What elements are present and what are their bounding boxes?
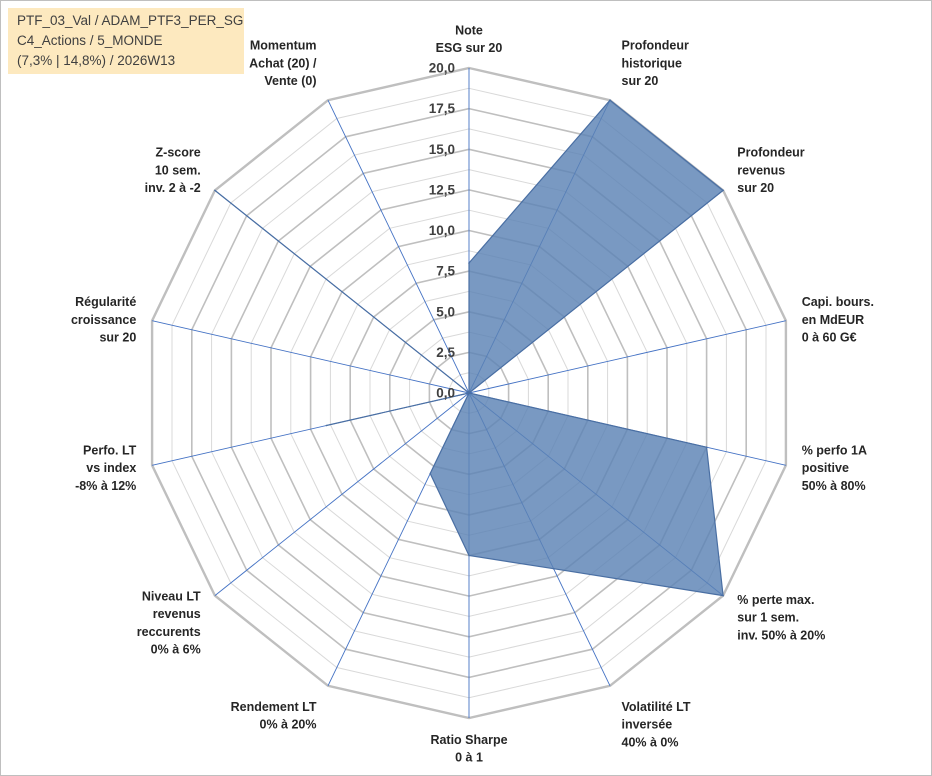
axis-label-line: 40% à 0%: [622, 736, 679, 750]
axis-label: Perfo. LT vs index -8% à 12%: [75, 443, 137, 493]
tick-label: 10,0: [429, 223, 455, 238]
axis-label: Z-score 10 sem. inv. 2 à -2: [145, 146, 201, 196]
axis-label-line: Profondeur: [737, 146, 804, 160]
axis-label: Profondeur historique sur 20: [622, 39, 689, 89]
radar-series: [214, 99, 725, 597]
axis-label-line: 50% à 80%: [802, 479, 866, 493]
data-point: [325, 424, 328, 427]
axis-label-line: Profondeur: [622, 39, 689, 53]
radar-tick-labels: 0,0 2,5 5,0 7,5 10,0 12,5 15,0 17,5 20,0: [429, 61, 456, 401]
axis-label-line: 0% à 20%: [260, 718, 317, 732]
axis-label-line: Note: [455, 23, 483, 37]
info-line-category: C4_Actions / 5_MONDE: [17, 33, 163, 48]
axis-label-line: reccurents: [137, 625, 201, 639]
axis-label: Niveau LT revenus reccurents 0% à 6%: [137, 589, 201, 656]
data-point: [214, 189, 216, 192]
axis-label-line: % perte max.: [737, 593, 814, 607]
axis-label: Régularité croissance sur 20: [71, 295, 136, 345]
axis-label-line: croissance: [71, 313, 136, 327]
data-point: [552, 567, 555, 570]
axis-label: Ratio Sharpe 0 à 1: [430, 733, 507, 765]
info-line-portfolio: PTF_03_Val / ADAM_PTF3_PER_SG: [17, 13, 244, 28]
axis-label-line: Achat (20) /: [249, 56, 317, 70]
tick-label: 2,5: [436, 345, 455, 360]
axis-label-line: Capi. bours.: [802, 295, 874, 309]
axis-label-line: en MdEUR: [802, 313, 865, 327]
axis-label: Note ESG sur 20: [436, 23, 503, 55]
axis-label: % perte max. sur 1 sem. inv. 50% à 20%: [737, 593, 825, 643]
axis-label-line: % perfo 1A: [802, 443, 867, 457]
axis-label-line: sur 20: [622, 74, 659, 88]
axis-label-line: sur 20: [99, 331, 136, 345]
data-point: [609, 99, 611, 101]
axis-label-line: -8% à 12%: [75, 479, 136, 493]
axis-spoke: [468, 320, 787, 394]
axis-label-line: revenus: [153, 607, 201, 621]
tick-label: 15,0: [429, 142, 455, 157]
axis-label-line: Volatilité LT: [622, 700, 691, 714]
tick-label: 12,5: [429, 182, 456, 197]
axis-spoke: [151, 320, 470, 394]
axis-label-line: 0 à 60 G€: [802, 331, 857, 345]
axis-label-line: vs index: [86, 461, 136, 475]
axis-label-line: 0 à 1: [455, 751, 483, 765]
axis-label: Profondeur revenus sur 20: [737, 146, 804, 196]
axis-label: % perfo 1A positive 50% à 80%: [802, 443, 867, 493]
axis-label-line: sur 20: [737, 181, 774, 195]
axis-label-line: Z-score: [156, 146, 201, 160]
axis-label-line: 10 sem.: [155, 163, 201, 177]
axis-label-line: 0% à 6%: [151, 643, 201, 657]
axis-label: Rendement LT 0% à 20%: [231, 700, 317, 732]
axis-label: Volatilité LT inversée 40% à 0%: [622, 700, 691, 750]
data-point: [429, 472, 432, 475]
axis-label-line: Vente (0): [264, 74, 316, 88]
data-point: [468, 554, 470, 557]
radar-axis-labels: Note ESG sur 20 Profondeur historique sur 20…: [71, 23, 874, 764]
tick-label: 17,5: [429, 101, 456, 116]
axis-label-line: Régularité: [75, 295, 136, 309]
tick-label: 7,5: [436, 264, 455, 279]
axis-label-line: inversée: [622, 718, 673, 732]
axis-label: Capi. bours. en MdEUR 0 à 60 G€: [802, 295, 874, 345]
axis-label: Momentum Achat (20) / Vente (0): [249, 39, 317, 89]
info-box: PTF_03_Val / ADAM_PTF3_PER_SG C4_Actions…: [8, 8, 244, 74]
axis-label-line: Niveau LT: [142, 589, 201, 603]
axis-label-line: revenus: [737, 163, 785, 177]
data-point: [722, 594, 724, 597]
axis-label-line: Momentum: [250, 39, 317, 53]
axis-label-line: Ratio Sharpe: [430, 733, 507, 747]
axis-spoke: [214, 392, 470, 596]
data-point: [468, 392, 470, 394]
axis-label-line: historique: [622, 56, 682, 70]
axis-spoke: [327, 100, 470, 394]
tick-label: 5,0: [436, 304, 455, 319]
axis-label-line: ESG sur 20: [436, 41, 503, 55]
info-line-stats: (7,3% | 14,8%) / 2026W13: [17, 53, 176, 68]
axis-label-line: inv. 2 à -2: [145, 181, 201, 195]
data-point: [705, 446, 708, 449]
tick-label: 0,0: [436, 386, 455, 401]
axis-label-line: sur 1 sem.: [737, 611, 799, 625]
axis-label-line: inv. 50% à 20%: [737, 628, 825, 642]
tick-label: 20,0: [429, 61, 455, 76]
axis-label-line: Perfo. LT: [83, 443, 137, 457]
data-point: [468, 262, 470, 264]
axis-label-line: positive: [802, 461, 849, 475]
data-point: [722, 189, 724, 192]
axis-label-line: Rendement LT: [231, 700, 317, 714]
